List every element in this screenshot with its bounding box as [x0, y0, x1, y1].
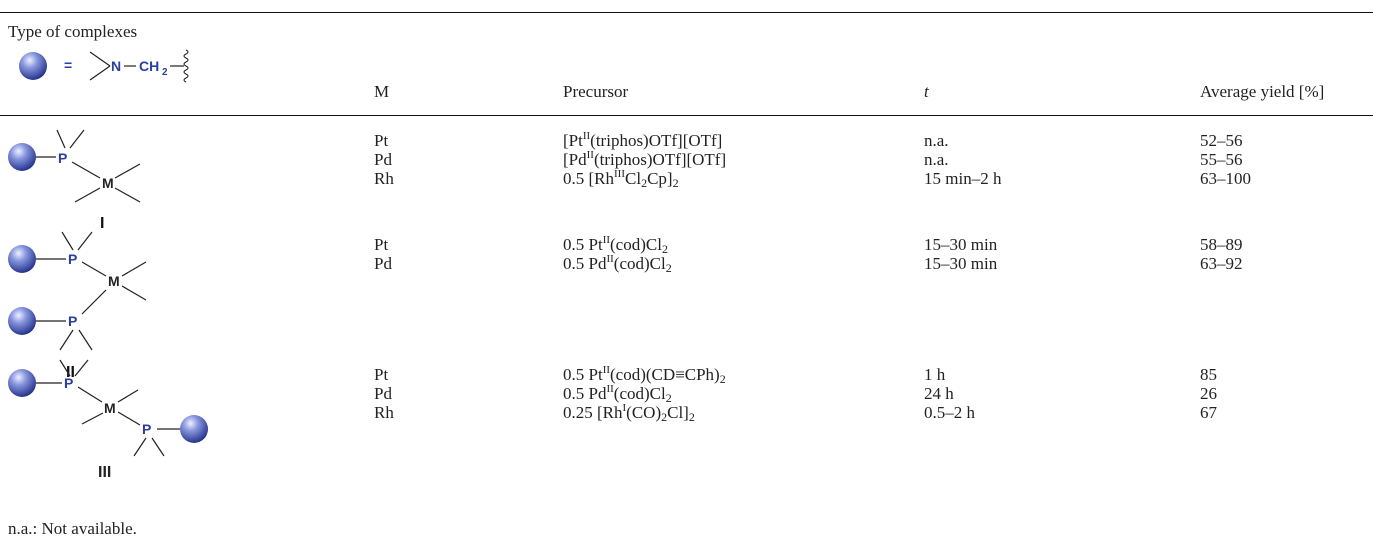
- yield-cell: 55–56: [1200, 150, 1243, 169]
- metal-cell: Pt: [374, 365, 389, 384]
- top-rule: [0, 12, 1373, 13]
- p-atom-label: P: [142, 421, 151, 437]
- complex-i-structure: P M I: [8, 129, 141, 232]
- time-cell: 15–30 min: [924, 235, 998, 254]
- header-yield: Average yield [%]: [1200, 82, 1325, 101]
- precursor-cell: 0.5 PtII(cod)Cl2: [563, 234, 668, 256]
- footnote: n.a.: Not available.: [8, 519, 137, 538]
- roman-numeral-i: I: [100, 215, 104, 232]
- header-time: t: [924, 82, 929, 101]
- legend-diagram: = N CH 2: [19, 49, 189, 83]
- legend-equals: =: [64, 57, 72, 73]
- yield-cell: 26: [1200, 384, 1217, 403]
- header-rule: [0, 115, 1373, 116]
- time-cell: 15 min–2 h: [924, 169, 1002, 188]
- sphere-icon: [8, 245, 36, 273]
- precursor-cell: 0.5 PtII(cod)(CD≡CPh)2: [563, 364, 726, 386]
- time-cell: 1 h: [924, 365, 946, 384]
- metal-cell: Pd: [374, 150, 392, 169]
- p-atom-label: P: [58, 150, 67, 166]
- complex-iii-structure: P M P: [8, 359, 208, 457]
- m-atom-label: M: [102, 175, 114, 191]
- metal-cell: Rh: [374, 169, 394, 188]
- header-m: M: [374, 82, 390, 101]
- legend-ch2-sub: 2: [162, 67, 168, 78]
- precursor-cell: 0.5 PdII(cod)Cl2: [563, 253, 672, 275]
- m-atom-label: M: [104, 400, 116, 416]
- complex-ii-structure: P M P II: [8, 231, 147, 381]
- sphere-icon: [8, 143, 36, 171]
- precursor-cell: 0.5 PdII(cod)Cl2: [563, 383, 672, 405]
- metal-cell: Rh: [374, 403, 394, 422]
- yield-cell: 63–92: [1200, 254, 1243, 273]
- p-atom-label: P: [68, 251, 77, 267]
- yield-cell: 85: [1200, 365, 1217, 384]
- precursor-cell: 0.5 [RhIIICl2Cp]2: [563, 168, 679, 190]
- yield-cell: 58–89: [1200, 235, 1243, 254]
- precursor-cell: 0.25 [RhI(CO)2Cl]2: [563, 402, 695, 424]
- complex-structures: = N CH 2 P M I P M P: [8, 49, 208, 457]
- roman-numeral-iii: III: [98, 464, 112, 481]
- metal-cell: Pt: [374, 131, 389, 150]
- time-cell: n.a.: [924, 150, 949, 169]
- header-precursor: Precursor: [563, 82, 629, 101]
- metal-cell: Pd: [374, 384, 392, 403]
- yield-cell: 63–100: [1200, 169, 1251, 188]
- time-cell: n.a.: [924, 131, 949, 150]
- sphere-icon: [180, 415, 208, 443]
- yield-cell: 52–56: [1200, 131, 1243, 150]
- sphere-icon: [8, 369, 36, 397]
- legend-title: Type of complexes: [8, 22, 138, 41]
- metal-cell: Pt: [374, 235, 389, 254]
- time-cell: 0.5–2 h: [924, 403, 975, 422]
- roman-numeral-ii: II: [66, 364, 75, 381]
- precursor-cell: [PdII(triphos)OTf][OTf]: [563, 149, 727, 170]
- sphere-icon: [8, 307, 36, 335]
- metal-cell: Pd: [374, 254, 392, 273]
- legend-sphere-icon: [19, 52, 47, 80]
- time-cell: 15–30 min: [924, 254, 998, 273]
- precursor-cell: [PtII(triphos)OTf][OTf]: [563, 130, 723, 151]
- time-cell: 24 h: [924, 384, 954, 403]
- p-atom-label: P: [68, 313, 77, 329]
- legend-ch2-label: CH: [139, 58, 159, 74]
- wavy-bond-icon: [183, 49, 189, 83]
- legend-n-label: N: [111, 58, 121, 74]
- yield-cell: 67: [1200, 403, 1217, 422]
- m-atom-label: M: [108, 273, 120, 289]
- p-atom-label: P: [64, 375, 73, 391]
